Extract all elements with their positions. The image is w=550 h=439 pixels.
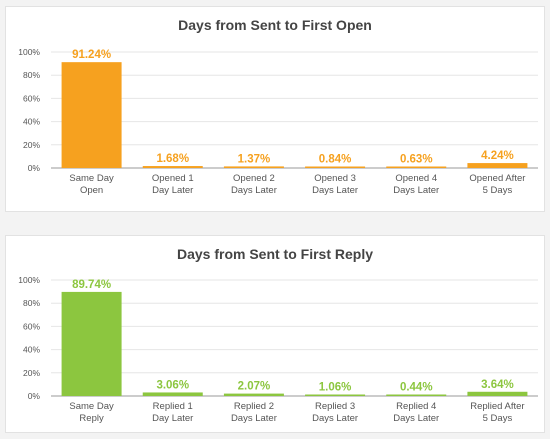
open-category-label: Days Later [393, 185, 439, 196]
open-data-label: 4.24% [481, 150, 514, 162]
reply-bar [305, 394, 366, 396]
open-category-label: Days Later [312, 185, 358, 196]
reply-bar [61, 291, 122, 396]
reply-data-label: 3.64% [481, 379, 514, 391]
reply-data-label: 3.06% [156, 379, 189, 391]
open-category-label: Open [80, 185, 103, 196]
open-category-label: Opened After [469, 173, 525, 184]
reply-chart-title: Days from Sent to First Reply [176, 246, 374, 262]
open-y-tick-label: 0% [28, 163, 41, 173]
open-category-label: Opened 1 [152, 173, 194, 184]
reply-bar [467, 391, 528, 396]
reply-category-label: Same Day [69, 401, 114, 412]
open-category-label: Same Day [69, 173, 114, 184]
open-category-label: Days Later [231, 185, 277, 196]
reply-category-label: Reply [79, 413, 104, 424]
reply-category-label: Day Later [152, 413, 193, 424]
reply-y-tick-label: 80% [23, 298, 40, 308]
reply-category-label: Replied 3 [315, 401, 355, 412]
open-y-tick-label: 100% [18, 47, 40, 57]
open-chart-panel: Days from Sent to First Open 0% 20% 40% 60%… [5, 6, 545, 212]
open-data-label: 0.63% [400, 154, 433, 166]
reply-y-tick-label: 20% [23, 368, 40, 378]
open-bar [467, 163, 528, 168]
reply-y-tick-label: 60% [23, 321, 40, 331]
open-bar [223, 166, 284, 168]
reply-y-tick-label: 40% [23, 345, 40, 355]
open-category-label: Day Later [152, 185, 193, 196]
reply-category-label: Replied 2 [234, 401, 274, 412]
open-category-label: Opened 3 [314, 173, 356, 184]
open-data-label: 1.37% [238, 153, 271, 165]
reply-data-label: 2.07% [238, 381, 271, 393]
reply-y-tick-label: 100% [18, 275, 40, 285]
open-bar [142, 166, 203, 168]
reply-category-label: Replied 1 [153, 401, 193, 412]
reply-bar [223, 393, 284, 396]
reply-chart-panel: Days from Sent to First Reply 0% 20% 40% 60… [5, 235, 545, 433]
open-y-tick-label: 80% [23, 70, 40, 80]
reply-category-label: 5 Days [483, 413, 513, 424]
reply-bar [386, 394, 447, 396]
open-bar [386, 166, 447, 168]
reply-category-label: Days Later [231, 413, 277, 424]
reply-bar [142, 392, 203, 396]
reply-data-label: 1.06% [319, 382, 352, 394]
open-data-label: 1.68% [156, 153, 189, 165]
open-bar [305, 166, 366, 168]
open-data-label: 0.84% [319, 154, 352, 166]
open-category-label: 5 Days [483, 185, 513, 196]
open-data-label: 91.24% [72, 49, 111, 61]
open-y-tick-label: 20% [23, 140, 40, 150]
reply-category-label: Days Later [312, 413, 358, 424]
reply-category-label: Replied 4 [396, 401, 436, 412]
reply-category-label: Days Later [393, 413, 439, 424]
reply-y-tick-label: 0% [28, 391, 41, 401]
reply-category-label: Replied After [470, 401, 524, 412]
open-category-label: Opened 2 [233, 173, 275, 184]
open-chart-title: Days from Sent to First Open [178, 17, 372, 33]
open-category-label: Opened 4 [395, 173, 437, 184]
reply-data-label: 0.44% [400, 382, 433, 394]
open-y-tick-label: 60% [23, 93, 40, 103]
reply-data-label: 89.74% [72, 279, 111, 291]
open-y-tick-label: 40% [23, 117, 40, 127]
open-bar [61, 62, 122, 168]
